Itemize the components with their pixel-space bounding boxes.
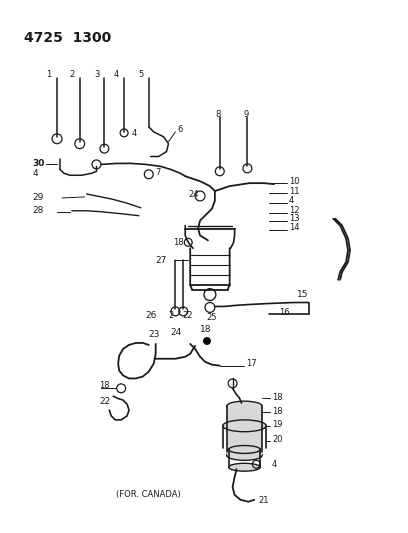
Text: 4: 4 [272, 460, 277, 469]
Text: 18: 18 [272, 407, 283, 416]
Text: 22: 22 [182, 311, 193, 320]
Text: 2: 2 [169, 311, 174, 320]
Text: 6: 6 [177, 125, 183, 134]
Text: 19: 19 [272, 421, 283, 429]
FancyBboxPatch shape [227, 406, 262, 455]
Text: 16: 16 [279, 308, 290, 317]
Circle shape [204, 337, 211, 344]
Ellipse shape [223, 420, 266, 432]
Text: 24: 24 [188, 190, 199, 198]
Text: 27: 27 [156, 256, 167, 264]
Text: 8: 8 [216, 110, 221, 119]
Text: 18: 18 [173, 238, 184, 247]
Text: 26: 26 [146, 311, 157, 320]
Text: 4725  1300: 4725 1300 [24, 31, 112, 45]
Text: 29: 29 [32, 193, 44, 203]
Text: 20: 20 [272, 435, 283, 444]
Text: 1: 1 [46, 70, 51, 79]
Text: 2: 2 [69, 70, 75, 79]
Text: 15: 15 [297, 290, 308, 299]
Text: 13: 13 [289, 214, 299, 223]
Text: 3: 3 [94, 70, 100, 79]
Text: 14: 14 [289, 223, 299, 232]
Text: 18: 18 [200, 325, 212, 334]
Text: 23: 23 [149, 329, 160, 338]
Text: 7: 7 [156, 168, 161, 177]
Ellipse shape [227, 450, 262, 461]
Text: 4: 4 [289, 196, 294, 205]
Ellipse shape [228, 446, 260, 454]
Text: 11: 11 [289, 187, 299, 196]
Ellipse shape [227, 401, 262, 411]
Text: 17: 17 [246, 359, 257, 368]
Text: 25: 25 [206, 313, 217, 322]
Text: 4: 4 [114, 70, 119, 79]
Text: 9: 9 [244, 110, 249, 119]
Text: 4: 4 [32, 169, 38, 178]
Text: 5: 5 [139, 70, 144, 79]
Text: 24: 24 [171, 328, 182, 337]
Text: 18: 18 [272, 393, 283, 402]
Text: 22: 22 [100, 397, 111, 406]
Text: 30: 30 [32, 159, 45, 168]
Text: 28: 28 [32, 206, 44, 215]
Text: 10: 10 [289, 176, 299, 185]
Text: 4: 4 [132, 130, 137, 139]
Text: 18: 18 [100, 381, 110, 390]
Ellipse shape [228, 463, 260, 471]
Text: (FOR. CANADA): (FOR. CANADA) [116, 490, 181, 499]
Text: 12: 12 [289, 206, 299, 215]
Text: 21: 21 [258, 496, 269, 505]
